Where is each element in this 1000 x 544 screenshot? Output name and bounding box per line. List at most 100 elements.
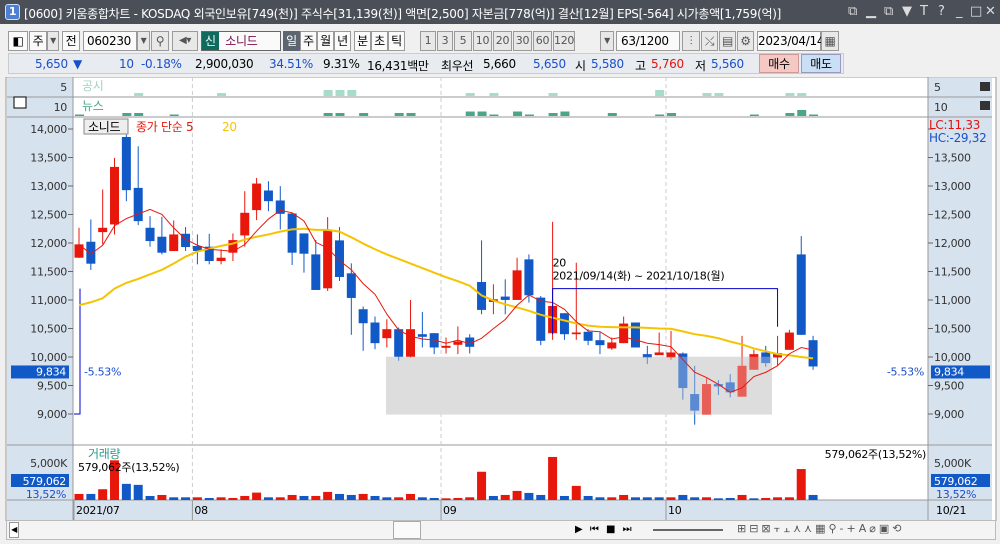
volume-bar bbox=[465, 497, 475, 500]
candle bbox=[500, 279, 510, 315]
period-tab[interactable]: 년 bbox=[334, 31, 351, 51]
volume-current-pct-right: 13,52% bbox=[936, 488, 976, 501]
interval-button[interactable]: 1 bbox=[420, 31, 436, 51]
candle bbox=[654, 332, 664, 356]
candle-body bbox=[702, 384, 712, 415]
maximize-icon[interactable]: □ bbox=[970, 4, 982, 19]
pin-icon[interactable]: ▼ bbox=[902, 4, 912, 19]
interval-button[interactable]: 10 bbox=[473, 31, 492, 51]
period-tab[interactable]: 일 bbox=[283, 31, 300, 51]
interval-button[interactable]: 30 bbox=[513, 31, 532, 51]
chart-scrollbar[interactable]: ◀ ▶ ⏮ ■ ⏭ ⊞⊟⊠⫟⫠⋏⋏▦⚲-+A⌀▣⟲ bbox=[6, 520, 996, 540]
gongsi-mark bbox=[785, 93, 795, 96]
volume-bar bbox=[524, 492, 534, 500]
candle bbox=[773, 335, 783, 366]
interval-button[interactable]: 60 bbox=[533, 31, 552, 51]
prev-button[interactable]: 전 bbox=[62, 31, 80, 51]
interval-button[interactable]: 5 bbox=[454, 31, 472, 51]
candle bbox=[382, 319, 392, 348]
period-tab[interactable]: 틱 bbox=[388, 31, 405, 51]
open-price: 5,580 bbox=[591, 57, 624, 71]
news-mark bbox=[323, 113, 333, 116]
turnover: 9.31% bbox=[323, 57, 360, 71]
buy-button[interactable]: 매수 bbox=[759, 54, 799, 73]
candle-body bbox=[654, 352, 664, 356]
candle bbox=[571, 262, 581, 340]
volume-bar bbox=[299, 495, 309, 500]
ma5-legend: 종가 단순 5 bbox=[136, 120, 193, 134]
minimize-layout-icon[interactable]: ▁ bbox=[866, 4, 876, 19]
candle-body bbox=[287, 213, 297, 253]
volume-bar bbox=[358, 493, 368, 500]
interval-dropdown[interactable]: ▼ bbox=[600, 31, 614, 51]
chevron-down-icon[interactable]: ▼ bbox=[47, 31, 59, 51]
volume-bar bbox=[323, 491, 333, 500]
minimize-icon[interactable]: _ bbox=[956, 4, 963, 19]
y-tick-label: 10,000 bbox=[30, 351, 67, 364]
help-icon[interactable]: ? bbox=[938, 4, 945, 19]
chevron-down-icon[interactable]: ▼ bbox=[137, 31, 150, 51]
count-field[interactable]: 63/1200 bbox=[616, 31, 680, 51]
text-icon[interactable]: T bbox=[920, 4, 928, 19]
volume-bar bbox=[252, 492, 262, 500]
period-tab[interactable]: 분 bbox=[354, 31, 371, 51]
candle bbox=[86, 219, 96, 271]
y-tick-label: 9,500 bbox=[37, 380, 67, 393]
news-mark bbox=[524, 114, 534, 116]
count-input[interactable]: 63 bbox=[621, 34, 636, 48]
y-tick-label-right: 9,500 bbox=[934, 380, 964, 393]
panel-close-icon[interactable] bbox=[980, 82, 990, 91]
high-label: 고 bbox=[635, 59, 646, 73]
volume-bar bbox=[607, 497, 617, 500]
volume-bar bbox=[441, 498, 451, 500]
candle bbox=[169, 220, 179, 252]
period-tab[interactable]: 월 bbox=[317, 31, 334, 51]
candle-body bbox=[299, 233, 309, 254]
sell-button[interactable]: 매도 bbox=[801, 54, 841, 73]
search-icon[interactable]: ⚲ bbox=[151, 31, 169, 51]
volume-current-tag-right bbox=[931, 474, 990, 487]
interval-button[interactable]: 120 bbox=[553, 31, 575, 51]
calendar-icon[interactable]: ▦ bbox=[821, 31, 839, 51]
volume-bar bbox=[773, 497, 783, 500]
copy-icon[interactable]: ⧉ bbox=[884, 4, 893, 19]
candle-body bbox=[275, 200, 285, 214]
period-type-select[interactable]: 주 bbox=[29, 31, 47, 51]
current-price-value: 9,834 bbox=[36, 365, 66, 378]
volume-bar bbox=[145, 495, 155, 500]
scroll-left-button[interactable]: ◀ bbox=[9, 522, 19, 538]
candle bbox=[133, 146, 143, 226]
date-input[interactable]: 2023/04/14 bbox=[757, 31, 824, 51]
zoom-slider[interactable] bbox=[653, 529, 723, 531]
indicator-icon[interactable]: ⤯ bbox=[701, 31, 718, 51]
chart-tool-icons[interactable]: ⊞⊟⊠⫟⫠⋏⋏▦⚲-+A⌀▣⟲ bbox=[737, 522, 905, 535]
gear-icon[interactable]: ⚙ bbox=[737, 31, 754, 51]
candle-body bbox=[370, 322, 380, 344]
period-tab[interactable]: 초 bbox=[371, 31, 388, 51]
candle-body bbox=[690, 394, 700, 411]
period-tab[interactable]: 주 bbox=[300, 31, 317, 51]
save-icon[interactable]: ▤ bbox=[719, 31, 736, 51]
scroll-thumb[interactable] bbox=[393, 521, 421, 539]
stock-name-field[interactable]: 신 소니드 bbox=[201, 31, 281, 51]
volume-bar bbox=[86, 493, 96, 500]
close-icon[interactable]: ✕ bbox=[985, 4, 996, 19]
candle-body bbox=[133, 187, 143, 222]
layout-toggle-icon[interactable]: ◧ bbox=[8, 31, 28, 51]
stock-code-input[interactable]: 060230 bbox=[83, 31, 137, 51]
volume-current-right: 579,062 bbox=[934, 475, 977, 488]
candle-body bbox=[630, 322, 640, 348]
current-price-pct: -5.53% bbox=[84, 365, 121, 378]
candle-body bbox=[607, 342, 617, 349]
candle-type-icon[interactable]: ⫶ bbox=[682, 31, 700, 51]
news-mark bbox=[548, 113, 558, 116]
restore-layout-icon[interactable]: ⧉ bbox=[848, 4, 857, 19]
playback-controls[interactable]: ▶ ⏮ ■ ⏭ bbox=[575, 524, 634, 535]
news-mark bbox=[359, 113, 369, 116]
speaker-icon[interactable]: ◀▾ bbox=[172, 31, 198, 51]
candle bbox=[536, 295, 546, 346]
interval-button[interactable]: 20 bbox=[493, 31, 512, 51]
interval-button[interactable]: 3 bbox=[437, 31, 453, 51]
panel-close-icon[interactable] bbox=[980, 101, 990, 110]
